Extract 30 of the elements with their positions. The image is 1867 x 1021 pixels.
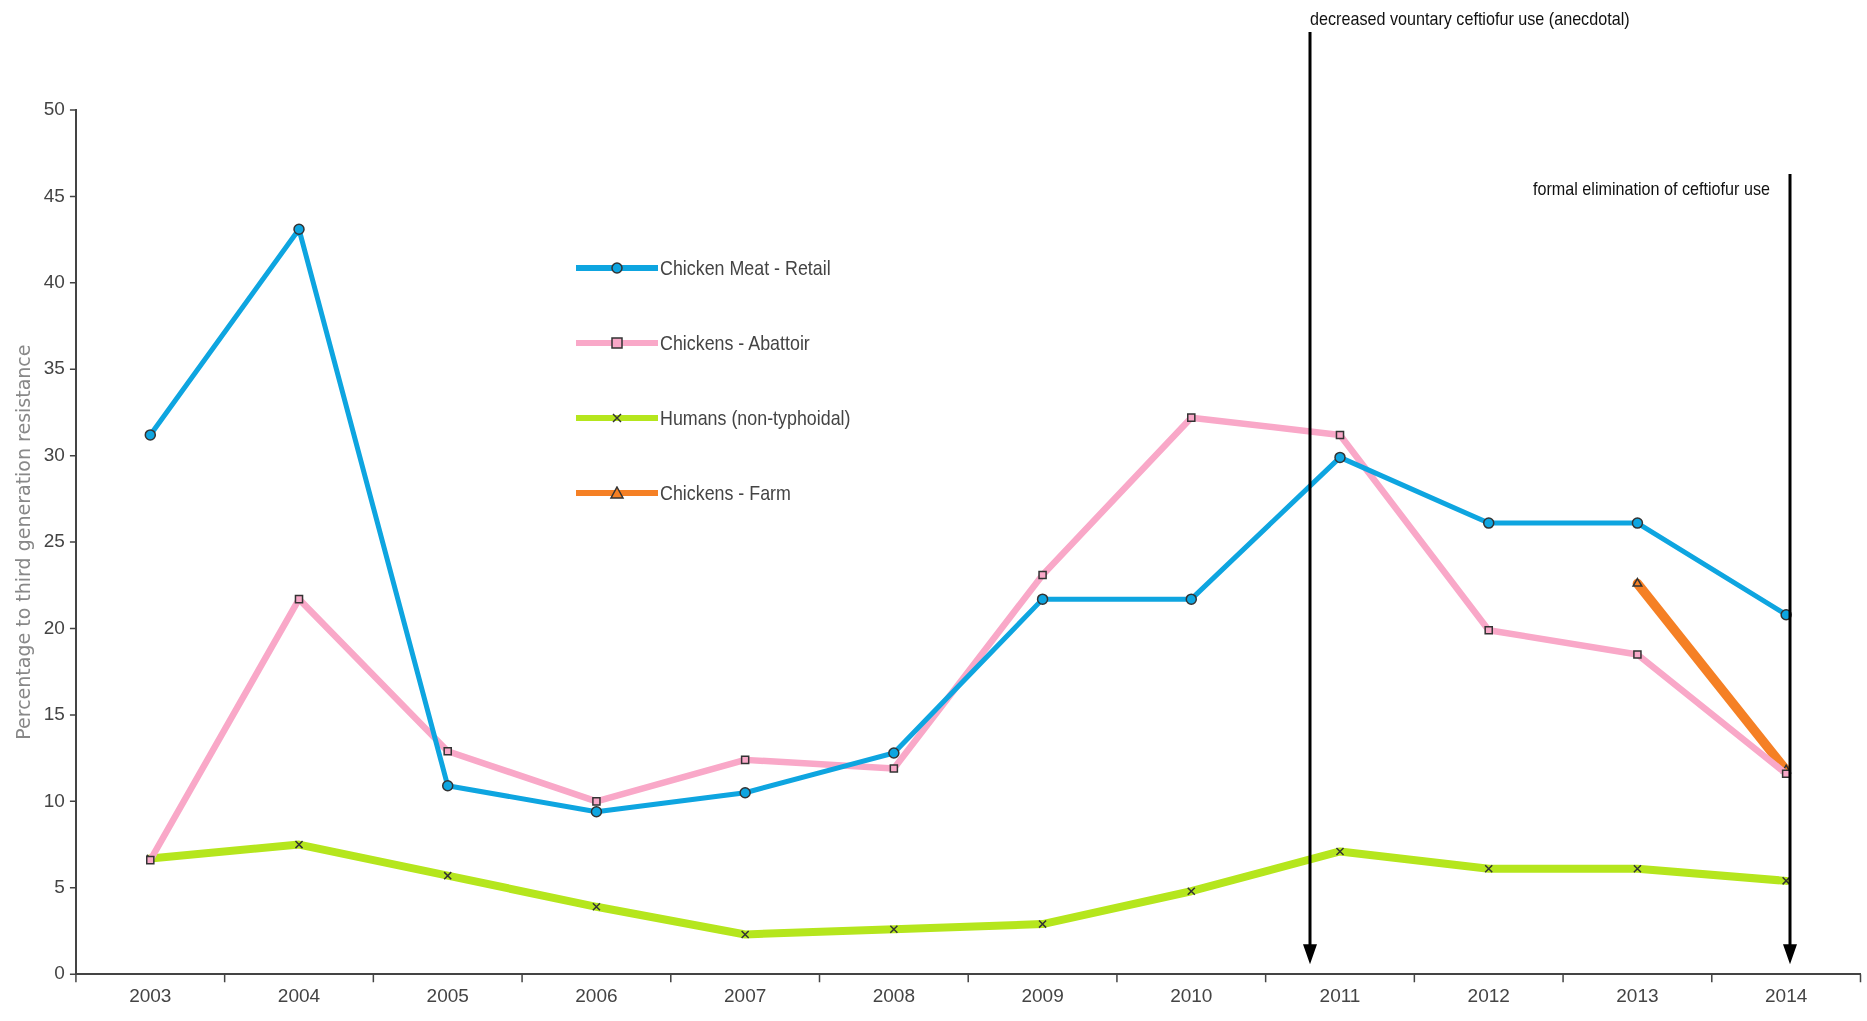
y-tick-label: 40 [43,271,65,293]
y-tick-label: 30 [43,443,65,465]
x-tick-label: 2006 [575,984,618,1006]
x-tick-label: 2004 [277,984,321,1006]
x-tick-label: 2012 [1467,984,1510,1006]
x-tick-label: 2014 [1765,984,1808,1006]
x-tick-label: 2005 [426,984,469,1006]
x-tick-label: 2011 [1319,984,1361,1006]
y-tick-label: 15 [43,703,65,725]
x-tick-label: 2003 [129,984,172,1006]
x-tick-label: 2007 [724,984,767,1006]
y-tick-label: 45 [43,184,65,206]
text: decreased vountary ceftiofur use (anecdotal) [1310,8,1630,30]
y-tick-label: 25 [43,530,65,552]
y-tick-label: 10 [43,789,65,811]
y-tick-label: 35 [43,357,65,379]
x-tick-label: 2008 [872,984,915,1006]
y-axis-title: Percentage to third generation resistance [12,344,35,740]
x-tick-label: 2009 [1021,984,1064,1006]
y-tick-label: 20 [43,616,65,638]
y-tick-label: 0 [54,962,65,984]
legend-label: Chicken Meat - Retail [659,255,831,280]
y-tick-label: 5 [54,876,65,898]
x-tick-label: 2013 [1616,984,1659,1006]
legend-label: Chickens - Farm [659,480,791,505]
legend-label: Humans (non-typhoidal) [659,405,851,430]
x-tick-label: 2010 [1170,984,1213,1006]
legend-label: Chickens - Abattoir [659,330,810,355]
annotation: formal elimination of ceftiofur use [1533,178,1771,200]
y-tick-label: 50 [43,98,65,120]
